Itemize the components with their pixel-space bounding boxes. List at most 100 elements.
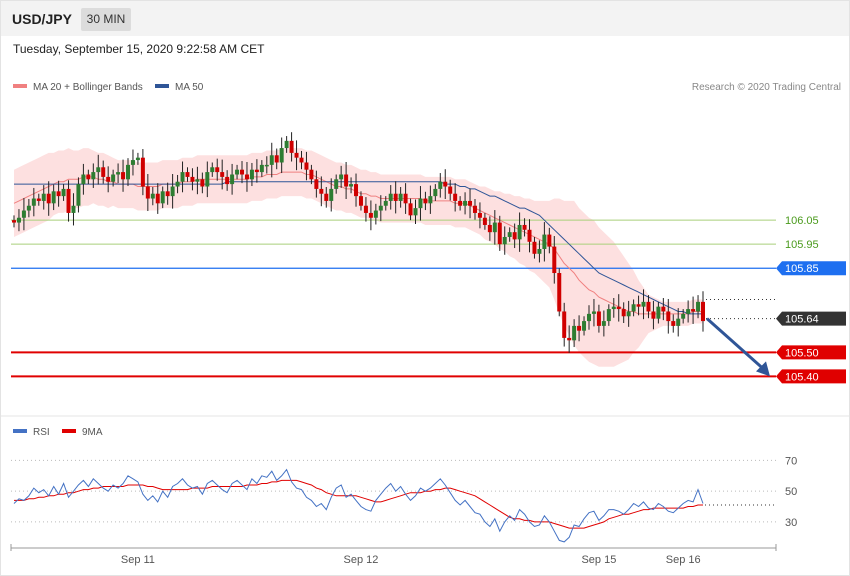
candle-body	[140, 157, 145, 187]
candle-body	[66, 188, 71, 213]
forecast-arrow-head	[756, 361, 770, 377]
candle-body	[180, 172, 185, 182]
ma20-legend-label: MA 20 + Bollinger Bands	[33, 82, 143, 93]
forecast-arrow-shaft	[706, 317, 765, 371]
candle-body	[274, 155, 279, 163]
candle-body	[111, 174, 116, 182]
x-tick-label: Sep 11	[121, 554, 155, 566]
rsi-legend-swatch	[13, 429, 27, 433]
candle-body	[91, 172, 96, 180]
candle-body	[393, 193, 398, 201]
bollinger-band-area	[14, 148, 703, 367]
candle-body	[373, 210, 378, 218]
candle-body	[155, 193, 160, 204]
level-label-105.95: 105.95	[785, 239, 819, 251]
level-label-105.40: 105.40	[785, 371, 819, 383]
report-datetime: Tuesday, September 15, 2020 9:22:58 AM C…	[13, 42, 265, 56]
candle-body	[686, 309, 691, 314]
level-tag-105.64	[776, 311, 846, 326]
candle-body	[254, 169, 259, 173]
candle-body	[423, 198, 428, 204]
candle-body	[631, 304, 636, 312]
candle-body	[517, 224, 522, 240]
candle-body	[606, 309, 611, 322]
candle-body	[577, 325, 582, 331]
candle-body	[438, 181, 443, 189]
candle-body	[56, 191, 61, 197]
x-tick-labels: Sep 11 Sep 12 Sep 15 Sep 16	[121, 554, 701, 566]
candle-body	[279, 148, 284, 163]
candle-body	[12, 220, 16, 223]
candle-body	[408, 203, 413, 216]
candle-body	[383, 200, 388, 206]
candle-body	[210, 167, 215, 173]
x-tick-label: Sep 12	[344, 554, 379, 566]
candle-body	[195, 179, 200, 182]
ma20-legend-swatch	[13, 84, 27, 88]
candle-body	[591, 311, 596, 314]
level-tag-105.40	[776, 369, 846, 384]
candle-body	[349, 184, 354, 187]
candle-body	[126, 164, 131, 180]
candle-body	[443, 181, 448, 187]
rsi-tick-50: 50	[785, 486, 797, 498]
candle-body	[676, 318, 681, 326]
candle-body	[215, 167, 220, 173]
candle-body	[651, 311, 656, 319]
rsi-legend-label: RSI	[33, 427, 50, 438]
candle-body	[557, 273, 562, 312]
candle-body	[398, 193, 403, 201]
candle-body	[106, 176, 111, 182]
candle-body	[507, 232, 512, 237]
candle-body	[403, 193, 408, 204]
candle-body	[235, 169, 240, 175]
candle-body	[601, 321, 606, 326]
candle-body	[299, 157, 304, 163]
rsi-ma-line	[14, 479, 703, 529]
forecast-arrow	[706, 317, 770, 377]
candle-body	[453, 193, 458, 201]
candle-body	[334, 179, 339, 189]
candle-body	[532, 241, 537, 254]
ma50-legend-label: MA 50	[175, 82, 204, 93]
rsi-tick-30: 30	[785, 517, 797, 529]
candle-body	[225, 176, 230, 185]
candle-body	[646, 301, 651, 312]
candle-body	[121, 172, 126, 180]
candle-body	[314, 179, 319, 189]
candle-body	[269, 155, 274, 165]
candle-body	[319, 188, 324, 194]
candle-body	[487, 224, 492, 233]
candle-body	[492, 222, 497, 233]
candle-body	[363, 205, 368, 213]
candle-body	[477, 212, 482, 218]
candle-body	[200, 179, 205, 187]
rsi-ma-legend-label: 9MA	[82, 427, 103, 438]
candle-body	[368, 212, 373, 218]
timeframe-badge[interactable]: 30 MIN	[81, 8, 131, 31]
candle-body	[661, 306, 666, 312]
candle-body	[701, 301, 705, 322]
rsi-line	[13, 468, 704, 543]
candle-body	[626, 311, 631, 317]
candle-body	[289, 140, 294, 153]
candle-body	[497, 222, 502, 245]
candle-body	[681, 313, 686, 319]
candle-body	[512, 232, 517, 240]
candle-body	[185, 172, 190, 177]
copyright-note: Research © 2020 Trading Central	[692, 82, 841, 93]
level-tag-105.50	[776, 345, 846, 360]
candle-body	[329, 188, 334, 201]
ma50-line	[14, 181, 703, 315]
candle-body	[611, 306, 616, 310]
candle-body	[96, 167, 101, 173]
candle-body	[472, 205, 477, 213]
candle-body	[150, 193, 155, 199]
candle-body	[46, 193, 51, 204]
candle-body	[354, 184, 359, 197]
candle-body	[547, 234, 552, 247]
candle-body	[428, 196, 433, 204]
candle-body	[145, 186, 150, 199]
candle-body	[582, 321, 587, 331]
